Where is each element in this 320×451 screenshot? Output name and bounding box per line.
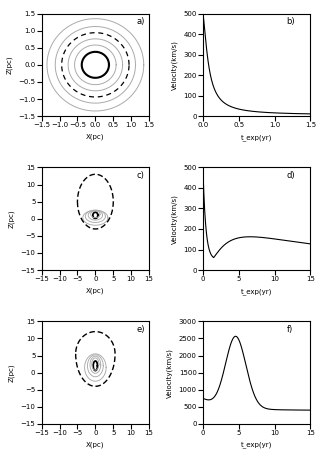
X-axis label: t_exp(yr): t_exp(yr)	[241, 134, 272, 141]
Text: b): b)	[287, 17, 295, 26]
Y-axis label: Velocity(km/s): Velocity(km/s)	[167, 348, 173, 398]
Text: d): d)	[287, 170, 295, 179]
X-axis label: t_exp(yr): t_exp(yr)	[241, 288, 272, 295]
X-axis label: X(pc): X(pc)	[86, 288, 105, 295]
Text: c): c)	[136, 170, 144, 179]
Y-axis label: Z(pc): Z(pc)	[8, 209, 15, 228]
Text: e): e)	[136, 325, 145, 334]
X-axis label: t_exp(yr): t_exp(yr)	[241, 442, 272, 448]
Y-axis label: Velocity(km/s): Velocity(km/s)	[171, 40, 178, 90]
X-axis label: X(pc): X(pc)	[86, 134, 105, 140]
Y-axis label: Z(pc): Z(pc)	[8, 364, 15, 382]
Y-axis label: Velocity(km/s): Velocity(km/s)	[171, 194, 178, 244]
Y-axis label: Z(pc): Z(pc)	[6, 55, 13, 74]
Text: f): f)	[287, 325, 293, 334]
X-axis label: X(pc): X(pc)	[86, 442, 105, 448]
Text: a): a)	[136, 17, 145, 26]
